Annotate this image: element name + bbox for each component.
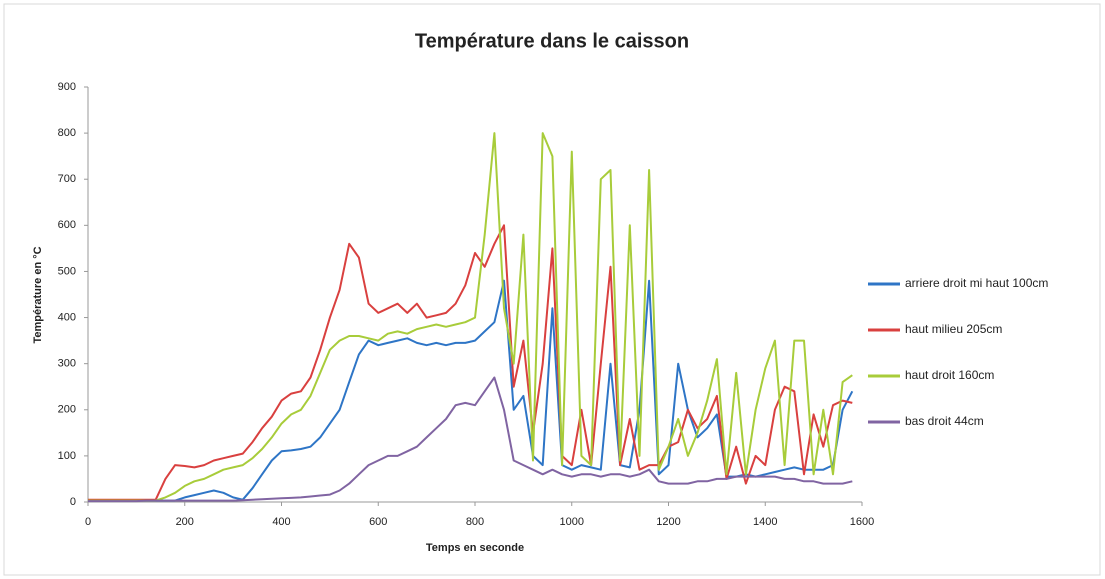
y-axis-title: Température en °C — [32, 246, 44, 343]
chart-frame — [3, 3, 1101, 576]
legend-label: bas droit 44cm — [905, 414, 984, 428]
x-tick-label: 400 — [272, 516, 290, 528]
y-tick-label: 100 — [58, 450, 76, 462]
x-axis-title: Temps en seconde — [426, 542, 524, 554]
series-line — [88, 376, 853, 503]
x-tick-label: 1400 — [753, 516, 777, 528]
x-tick-label: 1000 — [560, 516, 584, 528]
y-tick-label: 400 — [58, 311, 76, 323]
x-tick-label: 1200 — [656, 516, 680, 528]
series-line — [88, 132, 853, 502]
y-tick-label: 800 — [58, 127, 76, 139]
legend-label: haut milieu 205cm — [905, 322, 1002, 336]
x-tick-label: 0 — [85, 516, 91, 528]
x-tick-label: 200 — [176, 516, 194, 528]
x-tick-label: 600 — [369, 516, 387, 528]
y-tick-label: 600 — [58, 219, 76, 231]
y-tick-label: 0 — [70, 496, 76, 508]
legend-label: haut droit 160cm — [905, 368, 994, 382]
y-tick-label: 500 — [58, 265, 76, 277]
y-tick-label: 200 — [58, 404, 76, 416]
legend-label: arriere droit mi haut 100cm — [905, 276, 1048, 290]
chart-title: Température dans le caisson — [415, 30, 689, 52]
x-tick-label: 800 — [466, 516, 484, 528]
y-tick-label: 300 — [58, 358, 76, 370]
y-tick-label: 900 — [58, 81, 76, 93]
x-tick-label: 1600 — [850, 516, 874, 528]
y-tick-label: 700 — [58, 173, 76, 185]
